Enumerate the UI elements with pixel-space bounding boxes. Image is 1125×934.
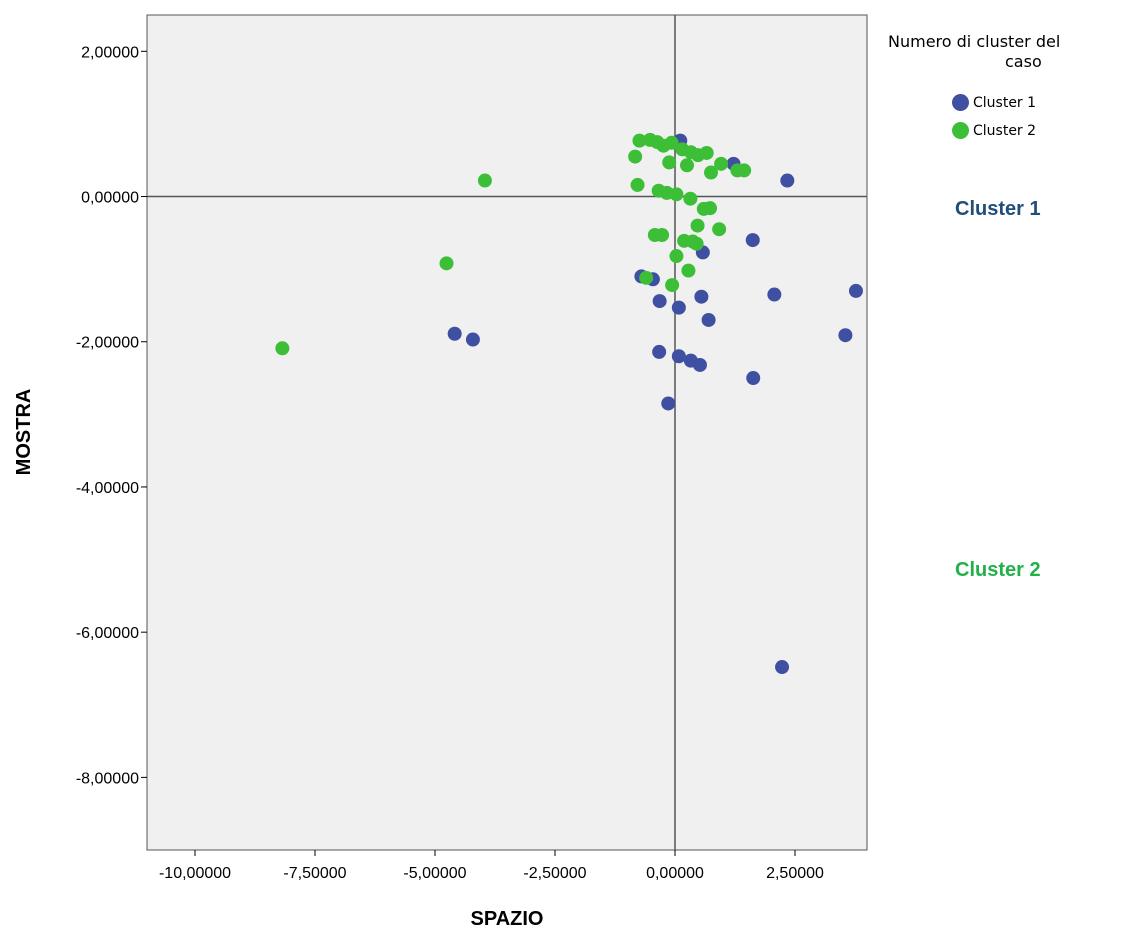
legend-item-cluster-1: Cluster 1: [952, 94, 1036, 111]
data-point-cluster-2: [477, 173, 492, 188]
data-point-cluster-1: [701, 312, 716, 327]
legend-marker-cluster-2: [952, 122, 969, 139]
y-tick-label: 0,00000: [81, 190, 139, 207]
data-point-cluster-1: [671, 349, 686, 364]
data-point-cluster-2: [689, 236, 704, 251]
y-tick-label: -8,00000: [76, 770, 139, 787]
data-point-cluster-2: [628, 149, 643, 164]
data-point-cluster-2: [714, 156, 729, 171]
x-tick-label: -2,50000: [523, 865, 586, 882]
legend-title-line-1: Numero di cluster del: [888, 32, 1061, 51]
data-point-cluster-1: [838, 328, 853, 343]
data-point-cluster-1: [652, 344, 667, 359]
data-point-cluster-2: [664, 135, 679, 150]
reference-lines: [147, 15, 867, 850]
data-point-cluster-2: [737, 163, 752, 178]
data-point-cluster-2: [275, 341, 290, 356]
data-point-cluster-2: [662, 155, 677, 170]
y-axis: 2,00000 0,00000 -2,00000 -4,00000 -6,00000 -8…: [76, 44, 147, 787]
data-point-cluster-1: [775, 660, 790, 675]
data-point-cluster-1: [465, 332, 480, 347]
data-point-cluster-2: [655, 228, 670, 243]
side-note-label-cluster-1: Cluster 1: [955, 198, 1041, 220]
legend-label-cluster-2: Cluster 2: [973, 122, 1037, 139]
data-point-cluster-2: [439, 256, 454, 271]
y-tick-label: -4,00000: [76, 480, 139, 497]
data-point-cluster-2: [669, 249, 684, 264]
data-point-cluster-2: [639, 270, 654, 285]
data-point-cluster-1: [652, 294, 667, 309]
x-tick-label: 0,00000: [646, 865, 704, 882]
data-point-cluster-1: [661, 396, 676, 411]
x-axis: -10,00000 -7,50000 -5,00000 -2,50000 0,00000…: [159, 850, 824, 882]
data-point-cluster-1: [694, 289, 709, 304]
data-point-cluster-2: [712, 222, 727, 237]
x-axis-title: SPAZIO: [471, 908, 544, 930]
data-point-cluster-1: [848, 283, 863, 298]
x-tick-label: -7,50000: [283, 865, 346, 882]
legend: Numero di cluster del caso Cluster 1 Clu…: [888, 32, 1125, 139]
data-point-cluster-1: [746, 371, 761, 386]
data-point-cluster-1: [692, 357, 707, 372]
data-point-cluster-2: [632, 133, 647, 148]
data-point-cluster-1: [671, 300, 686, 315]
data-point-cluster-1: [767, 287, 782, 302]
x-tick-label: -5,00000: [403, 865, 466, 882]
data-point-cluster-2: [630, 177, 645, 192]
x-tick-label: 2,50000: [766, 865, 824, 882]
data-point-cluster-1: [447, 326, 462, 341]
data-point-cluster-2: [680, 158, 694, 173]
legend-title: Numero di cluster del caso: [888, 32, 1125, 72]
legend-item-cluster-2: Cluster 2: [952, 122, 1036, 139]
x-tick-label: -10,00000: [159, 865, 231, 882]
data-points: [275, 132, 863, 675]
data-point-cluster-2: [681, 263, 696, 278]
y-tick-label: -6,00000: [76, 625, 139, 642]
side-note-label-cluster-2: Cluster 2: [955, 559, 1041, 581]
data-point-cluster-2: [704, 165, 718, 180]
data-point-cluster-2: [665, 278, 680, 293]
data-point-cluster-2: [699, 145, 714, 160]
data-point-cluster-2: [683, 191, 698, 206]
y-tick-label: 2,00000: [81, 44, 139, 61]
legend-label-cluster-1: Cluster 1: [973, 94, 1037, 111]
legend-title-line-2: caso: [1005, 52, 1042, 71]
plot-area: [146, 14, 868, 851]
legend-marker-cluster-1: [952, 94, 969, 111]
y-axis-title: MOSTRA: [13, 389, 35, 476]
data-point-cluster-2: [669, 187, 684, 202]
series-cluster-2: [275, 132, 752, 356]
data-point-cluster-1: [745, 233, 760, 248]
data-point-cluster-2: [690, 218, 705, 233]
data-point-cluster-1: [780, 173, 795, 188]
y-tick-label: -2,00000: [76, 335, 139, 352]
data-point-cluster-2: [703, 201, 718, 216]
